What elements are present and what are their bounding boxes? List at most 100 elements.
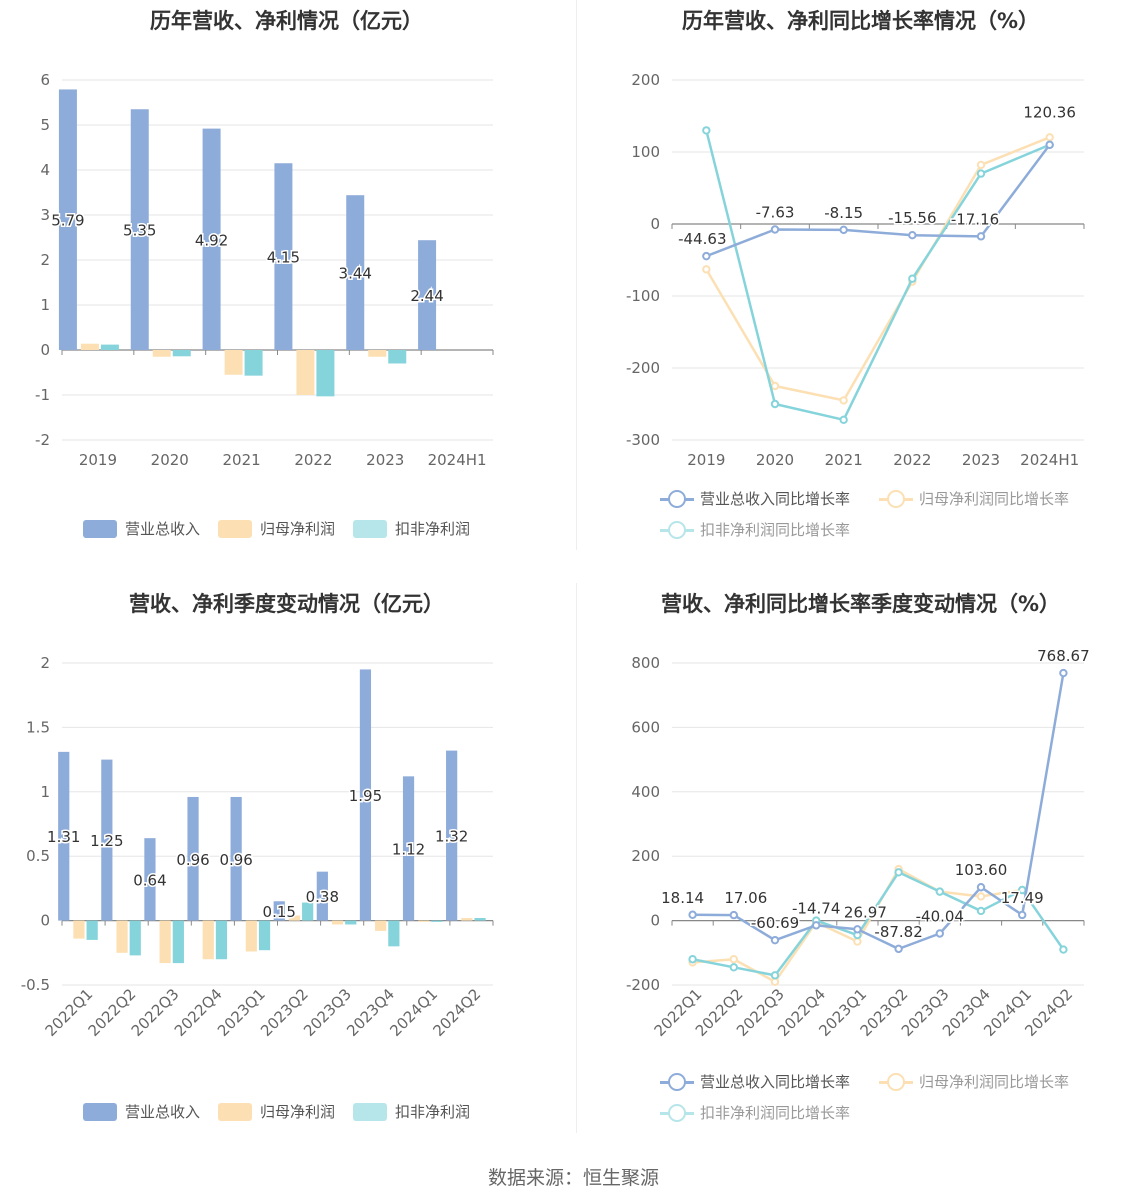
legend-parent-profit[interactable]: 归母净利润 xyxy=(218,1101,335,1122)
series-point xyxy=(894,868,903,877)
bar-parent-profit xyxy=(245,920,257,952)
series-point xyxy=(688,955,697,964)
legend-parent-growth[interactable]: 归母净利润同比增长率 xyxy=(879,488,1069,509)
series-line-deducted xyxy=(705,130,1051,422)
legend-line-icon xyxy=(660,520,694,539)
bar-deducted-profit xyxy=(244,350,263,376)
chart-title: 历年营收、净利同比增长率情况（%） xyxy=(681,9,1040,33)
bar-parent-profit xyxy=(224,350,243,375)
bar-revenue xyxy=(273,901,285,921)
legend-deducted-profit[interactable]: 扣非净利润 xyxy=(353,518,470,539)
bar-deducted-profit xyxy=(100,344,119,350)
bar-deducted-profit xyxy=(258,920,271,951)
data-label: 2.44 xyxy=(410,287,443,305)
legend-label: 营业总收入同比增长率 xyxy=(700,490,851,508)
data-label: 103.60 xyxy=(955,861,1008,879)
data-label: -17.16 xyxy=(951,210,999,228)
x-tick-label: 2020 xyxy=(756,451,794,469)
y-tick-label: 200 xyxy=(631,847,660,865)
bar-revenue xyxy=(202,128,221,350)
bar-deducted-profit xyxy=(388,920,400,947)
data-label: -44.63 xyxy=(678,230,726,248)
y-tick-label: 100 xyxy=(631,143,660,161)
legend-revenue-growth[interactable]: 营业总收入同比增长率 xyxy=(660,1071,850,1092)
data-label: -60.69 xyxy=(751,914,799,932)
legend-swatch-revenue xyxy=(83,519,117,538)
series-point xyxy=(688,910,697,919)
legend-label: 营业总收入 xyxy=(125,1103,201,1121)
legend-label: 归母净利润同比增长率 xyxy=(919,1073,1070,1091)
bar-revenue xyxy=(58,89,77,350)
bar-revenue xyxy=(274,163,293,350)
series-point xyxy=(1059,668,1068,678)
quarterly-growth-chart: 8006004002000-2002022Q12022Q22022Q32022Q… xyxy=(626,646,1091,1040)
line-legend: 营业总收入同比增长率 归母净利润同比增长率 扣非净利润同比增长率 xyxy=(574,1067,1147,1129)
data-label: 0.38 xyxy=(306,888,339,906)
data-label: 1.25 xyxy=(90,832,123,850)
bar-deducted-profit xyxy=(215,920,228,960)
data-label: 120.36 xyxy=(1023,103,1076,121)
y-tick-label: 4 xyxy=(40,161,50,179)
legend-line-icon xyxy=(879,1072,913,1091)
bar-revenue xyxy=(446,750,458,921)
legend-line-icon xyxy=(660,1072,694,1091)
legend-label: 扣非净利润 xyxy=(395,1103,471,1121)
data-label: 17.49 xyxy=(1001,889,1044,907)
legend-label: 营业总收入同比增长率 xyxy=(700,1073,851,1091)
series-point xyxy=(770,971,780,980)
data-label: 0.64 xyxy=(133,871,166,889)
legend-revenue[interactable]: 营业总收入 xyxy=(83,1101,200,1122)
series-point xyxy=(853,925,862,934)
legend-parent-profit[interactable]: 归母净利润 xyxy=(218,518,335,539)
x-tick-label: 2019 xyxy=(79,451,117,469)
y-tick-label: -1 xyxy=(35,386,50,404)
bar-parent-profit xyxy=(80,343,99,350)
data-label: 5.79 xyxy=(51,212,84,230)
y-tick-label: 1 xyxy=(40,783,50,801)
data-label: 1.31 xyxy=(47,828,80,846)
bar-revenue xyxy=(402,776,415,921)
legend-deducted-growth[interactable]: 扣非净利润同比增长率 xyxy=(660,519,850,540)
data-label: -7.63 xyxy=(756,203,795,221)
legend-parent-growth[interactable]: 归母净利润同比增长率 xyxy=(879,1071,1069,1092)
bar-deducted-profit xyxy=(172,920,184,964)
series-point xyxy=(976,892,986,901)
y-tick-label: 200 xyxy=(631,71,660,89)
x-tick-label: 2023 xyxy=(366,451,404,469)
x-tick-label: 2024Q2 xyxy=(429,985,484,1040)
series-point xyxy=(1045,133,1054,142)
data-label: 0.96 xyxy=(219,851,252,869)
series-point xyxy=(935,929,944,938)
data-label: 0.15 xyxy=(263,903,296,921)
bar-deducted-profit xyxy=(316,350,335,397)
legend-label: 营业总收入 xyxy=(125,520,201,538)
bar-parent-profit xyxy=(288,915,301,921)
bar-revenue xyxy=(346,195,365,350)
bar-parent-profit xyxy=(202,920,214,960)
series-point xyxy=(1045,140,1054,150)
data-label: -14.74 xyxy=(792,899,840,917)
y-tick-label: -300 xyxy=(626,431,660,449)
legend-revenue-growth[interactable]: 营业总收入同比增长率 xyxy=(660,488,850,509)
legend-revenue[interactable]: 营业总收入 xyxy=(83,518,200,539)
y-tick-label: -200 xyxy=(626,359,660,377)
legend-label: 归母净利润同比增长率 xyxy=(919,490,1070,508)
bar-parent-profit xyxy=(116,920,128,953)
legend-label: 归母净利润 xyxy=(260,1103,336,1121)
legend-deducted-growth[interactable]: 扣非净利润同比增长率 xyxy=(660,1102,850,1123)
series-point xyxy=(729,910,739,920)
quarterly-amount-panel: 营收、净利季度变动情况（亿元） 2 1.5 1 0.5 0 -0.5 2022Q1 2022Q… xyxy=(0,583,573,1166)
legend-deducted-profit[interactable]: 扣非净利润 xyxy=(353,1101,470,1122)
series-point xyxy=(702,126,711,135)
series-point xyxy=(770,935,780,945)
series-line-parent xyxy=(705,136,1051,402)
series-line-revenue xyxy=(692,672,1065,951)
bar-revenue xyxy=(230,796,242,921)
series-point xyxy=(908,231,917,240)
series-point xyxy=(702,265,711,274)
data-label: 1.12 xyxy=(392,840,425,858)
legend-swatch-parent-profit xyxy=(218,519,252,538)
legend-swatch-parent-profit xyxy=(218,1102,252,1121)
bar-deducted-profit xyxy=(129,920,141,956)
annual-amount-chart: 6 5 4 3 2 1 0 -1 -2 2019 2020 2021 2022 2023 2024H1 5.7… xyxy=(35,71,494,469)
